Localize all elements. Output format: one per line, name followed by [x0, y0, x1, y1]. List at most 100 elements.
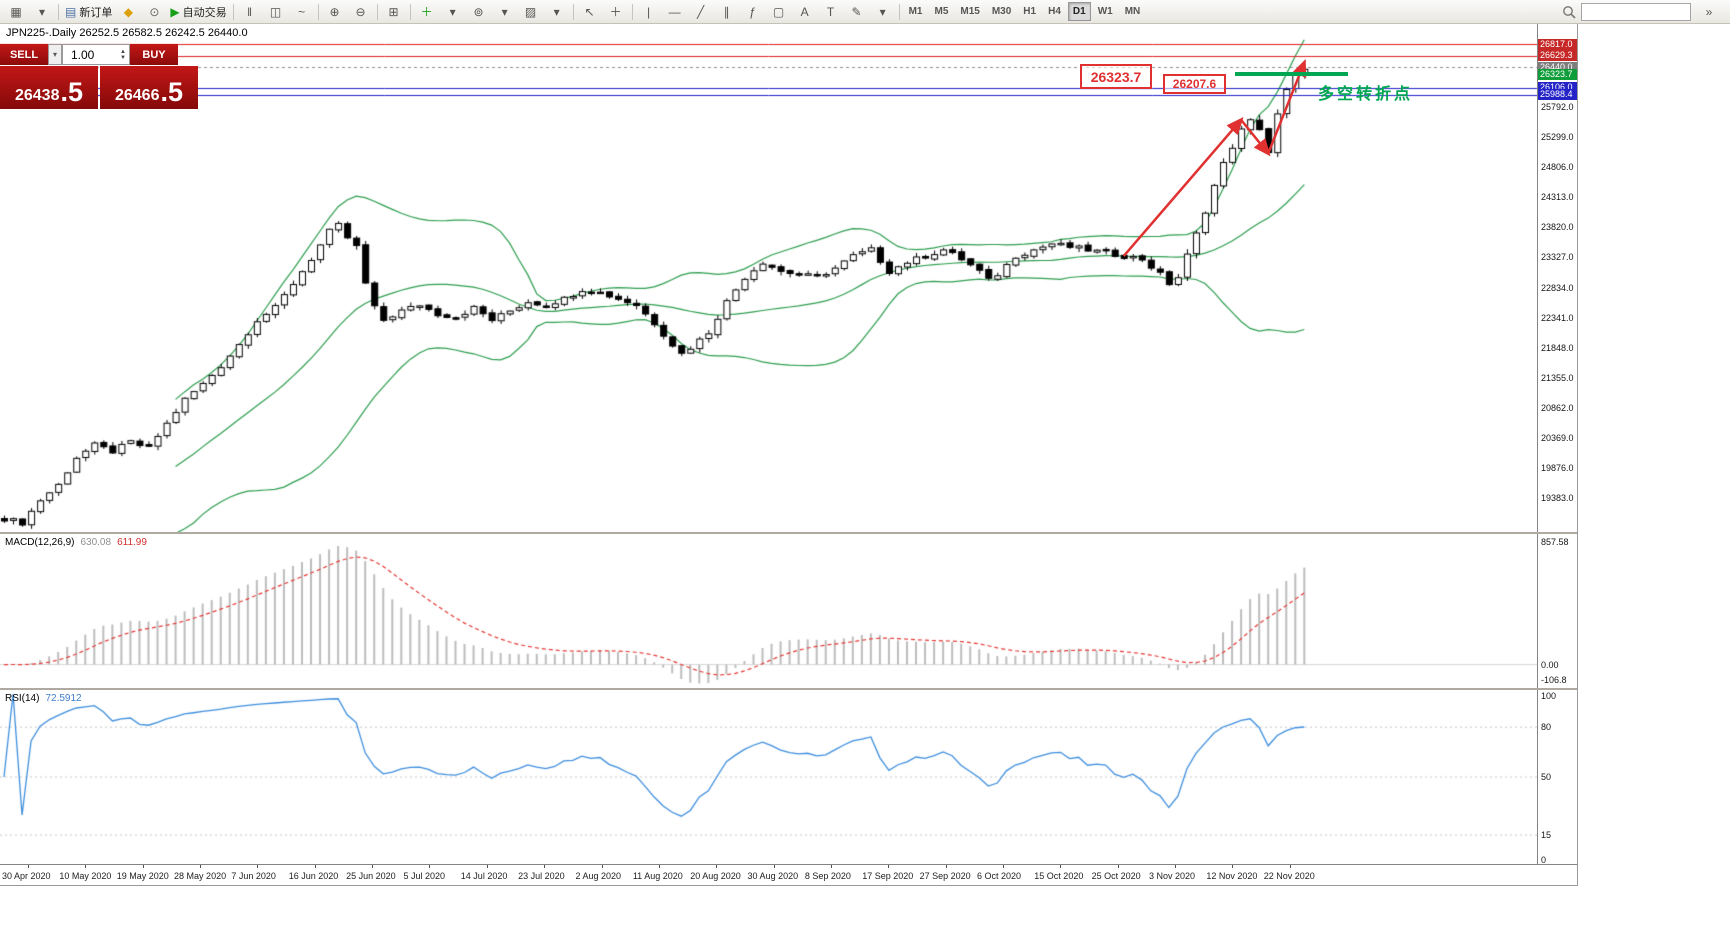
- timeframe-mn[interactable]: MN: [1124, 6, 1141, 17]
- timeframe-h4[interactable]: H4: [1048, 6, 1061, 17]
- templates-icon[interactable]: ▨: [518, 1, 544, 23]
- zoom-in-icon[interactable]: ⊕: [322, 1, 348, 23]
- price-axis-label: 23327.0: [1541, 252, 1574, 263]
- turning-point-note[interactable]: 多空转折点: [1318, 86, 1414, 103]
- date-axis-label: 27 Sep 2020: [919, 871, 971, 881]
- date-axis-label: 6 Oct 2020: [976, 871, 1021, 881]
- templates-dropdown-icon: ▾: [553, 4, 560, 19]
- objects-dropdown-icon[interactable]: ▾: [870, 1, 896, 23]
- price-annotation-box-2[interactable]: 26207.6: [1163, 74, 1226, 94]
- rsi-chart-canvas[interactable]: [0, 690, 1537, 864]
- timeframe-m30[interactable]: M30: [991, 6, 1012, 17]
- toolbar-separator: [572, 3, 574, 20]
- date-axis-label: 19 May 2020: [116, 871, 169, 881]
- rsi-label: RSI(14) 72.5912: [5, 693, 82, 704]
- crosshair-icon[interactable]: ＋: [603, 1, 629, 23]
- price-axis-label: 25792.0: [1541, 101, 1574, 112]
- toolbar-overflow-icon[interactable]: »: [1705, 4, 1713, 19]
- channel-icon[interactable]: ∥: [714, 1, 740, 23]
- periods-icon[interactable]: ⊚: [466, 1, 492, 23]
- date-axis-tick: [314, 865, 316, 868]
- periods-dropdown-icon: ▾: [501, 4, 508, 19]
- indicators-dropdown-icon: ▾: [449, 4, 456, 19]
- macd-chart-canvas[interactable]: [0, 534, 1537, 688]
- macd-main-value: 630.08: [80, 537, 112, 548]
- templates-icon: ▨: [524, 4, 537, 19]
- autotrading-button[interactable]: ▶ 自动交易: [167, 1, 229, 23]
- macd-pane-separator[interactable]: [0, 532, 1577, 534]
- timeframe-m1[interactable]: M1: [908, 6, 923, 17]
- sell-button[interactable]: SELL: [0, 44, 48, 65]
- price-annotation-box-1[interactable]: 26323.7: [1080, 64, 1152, 89]
- date-axis-tick: [544, 865, 546, 868]
- date-axis-tick: [85, 865, 87, 868]
- price-axis-marker-current-price: 26440.0: [1538, 61, 1577, 73]
- options-icon[interactable]: ⊙: [141, 1, 167, 23]
- line-chart-icon[interactable]: ~: [289, 1, 315, 23]
- metaeditor-icon[interactable]: ◆: [115, 1, 141, 23]
- candlestick-chart-icon[interactable]: ◫: [263, 1, 289, 23]
- volume-down-icon[interactable]: ▼: [120, 54, 126, 61]
- cursor-icon[interactable]: ↖: [577, 1, 603, 23]
- pivot-line-segment[interactable]: [1235, 72, 1348, 76]
- volume-dropdown-icon[interactable]: ▾: [48, 44, 62, 65]
- periods-dropdown-icon[interactable]: ▾: [492, 1, 518, 23]
- chart-window: JPN225-.Daily 26252.5 26582.5 26242.5 26…: [0, 24, 1578, 886]
- fibonacci-icon[interactable]: ƒ: [740, 1, 766, 23]
- timeframe-m15[interactable]: M15: [960, 6, 980, 17]
- candlestick-chart-icon: ◫: [269, 4, 282, 19]
- line-chart-icon: ~: [298, 4, 306, 19]
- macd-axis-label: -106.8: [1541, 674, 1567, 685]
- arrows-icon: ✎: [851, 4, 862, 19]
- search-input[interactable]: [1581, 2, 1691, 21]
- price-axis[interactable]: 25792.0 25299.0 24806.0 24313.0 23820.0 23327…: [1537, 24, 1577, 865]
- periods-icon: ⊚: [473, 4, 484, 19]
- cursor-icon: ↖: [584, 4, 595, 19]
- vertical-line-icon[interactable]: |: [636, 1, 662, 23]
- price-axis-label: 23820.0: [1541, 222, 1574, 233]
- shapes-icon[interactable]: ▢: [766, 1, 792, 23]
- date-axis-tick: [1002, 865, 1004, 868]
- buy-button[interactable]: BUY: [130, 44, 178, 65]
- trendline-icon[interactable]: ╱: [688, 1, 714, 23]
- date-axis-label: 7 Jun 2020: [231, 871, 276, 881]
- volume-stepper[interactable]: ▲ ▼: [118, 45, 128, 64]
- rsi-pane-separator[interactable]: [0, 688, 1577, 690]
- crosshair-icon: ＋: [609, 4, 622, 19]
- horizontal-line-icon[interactable]: —: [662, 1, 688, 23]
- date-axis-tick: [658, 865, 660, 868]
- macd-axis-label: 857.58: [1541, 537, 1569, 548]
- indicators-icon[interactable]: ＋: [414, 1, 440, 23]
- date-axis-label: 10 May 2020: [59, 871, 112, 881]
- date-axis-label: 20 Aug 2020: [690, 871, 741, 881]
- date-axis-label: 14 Jul 2020: [460, 871, 508, 881]
- tile-windows-icon[interactable]: ⊞: [381, 1, 407, 23]
- date-axis-tick: [486, 865, 488, 868]
- text-icon[interactable]: A: [792, 1, 818, 23]
- bar-chart-icon[interactable]: ‖: [237, 1, 263, 23]
- indicators-dropdown-icon[interactable]: ▾: [440, 1, 466, 23]
- new-chart-dropdown-icon[interactable]: ▾: [29, 1, 55, 23]
- timeframe-m5[interactable]: M5: [934, 6, 949, 17]
- trendline-icon: ╱: [696, 4, 705, 19]
- volume-input[interactable]: 1.00 ▲ ▼: [62, 44, 130, 65]
- new-chart-icon[interactable]: ▦: [3, 1, 29, 23]
- bar-chart-icon: ‖: [247, 4, 253, 19]
- date-axis-tick: [1289, 865, 1291, 868]
- new-order-button[interactable]: ▤ 新订单: [62, 1, 115, 23]
- sell-price-fraction: .5: [60, 77, 84, 108]
- timeframe-w1[interactable]: W1: [1097, 6, 1113, 17]
- sell-price-block[interactable]: 26438.5: [0, 66, 98, 109]
- label-icon[interactable]: T: [818, 1, 844, 23]
- zoom-out-icon[interactable]: ⊖: [348, 1, 374, 23]
- timeframe-d1[interactable]: D1: [1067, 2, 1091, 21]
- toolbar-separator: [631, 3, 633, 20]
- price-chart-canvas[interactable]: [0, 24, 1537, 532]
- buy-price-block[interactable]: 26466.5: [100, 66, 198, 109]
- date-axis[interactable]: 30 Apr 2020 10 May 2020 19 May 2020 28 May …: [0, 864, 1577, 885]
- arrows-icon[interactable]: ✎: [844, 1, 870, 23]
- timeframe-h1[interactable]: H1: [1023, 6, 1037, 17]
- volume-up-icon[interactable]: ▲: [120, 48, 126, 55]
- templates-dropdown-icon[interactable]: ▾: [544, 1, 570, 23]
